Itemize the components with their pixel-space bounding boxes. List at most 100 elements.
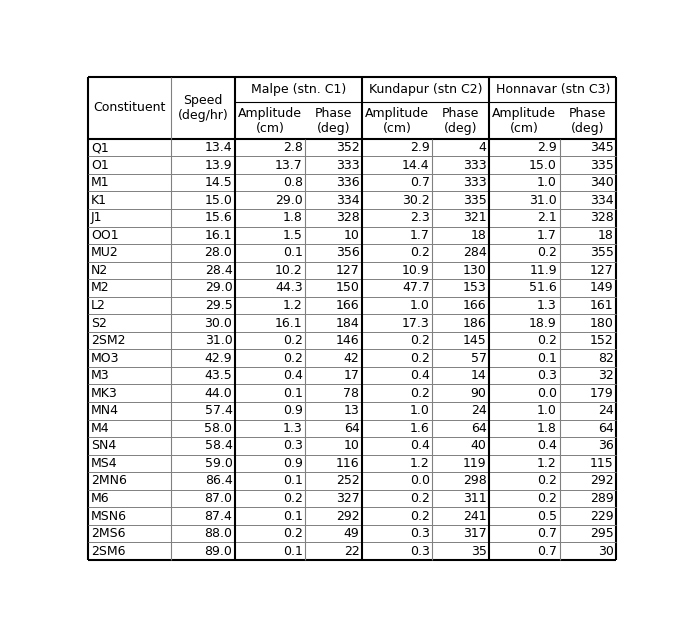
Text: 356: 356 (335, 246, 359, 260)
Text: 0.2: 0.2 (537, 475, 557, 487)
Text: 1.0: 1.0 (410, 299, 429, 312)
Text: 186: 186 (463, 316, 486, 330)
Text: 13: 13 (344, 404, 359, 417)
Text: 2MS6: 2MS6 (91, 527, 126, 540)
Text: 29.0: 29.0 (275, 194, 303, 207)
Text: 42: 42 (344, 352, 359, 365)
Text: 355: 355 (590, 246, 614, 260)
Text: 152: 152 (590, 334, 614, 347)
Text: 29.0: 29.0 (204, 282, 233, 294)
Text: 35: 35 (471, 544, 486, 558)
Text: 28.4: 28.4 (204, 264, 233, 277)
Text: 28.0: 28.0 (204, 246, 233, 260)
Text: 87.4: 87.4 (204, 510, 233, 523)
Text: 0.1: 0.1 (283, 510, 303, 523)
Text: 17: 17 (344, 369, 359, 382)
Text: 0.3: 0.3 (537, 369, 557, 382)
Text: 130: 130 (463, 264, 486, 277)
Text: 0.7: 0.7 (537, 544, 557, 558)
Text: 336: 336 (336, 176, 359, 189)
Text: 333: 333 (336, 159, 359, 172)
Text: 18: 18 (471, 229, 486, 242)
Text: Amplitude
(cm): Amplitude (cm) (365, 106, 429, 135)
Text: 15.0: 15.0 (204, 194, 233, 207)
Text: 18: 18 (598, 229, 614, 242)
Text: 289: 289 (590, 492, 614, 505)
Text: M2: M2 (91, 282, 110, 294)
Text: 86.4: 86.4 (204, 475, 233, 487)
Text: M1: M1 (91, 176, 110, 189)
Text: MO3: MO3 (91, 352, 119, 365)
Text: 0.3: 0.3 (410, 527, 429, 540)
Text: 0.2: 0.2 (537, 246, 557, 260)
Text: Q1: Q1 (91, 141, 109, 154)
Text: 24: 24 (471, 404, 486, 417)
Text: 2.9: 2.9 (410, 141, 429, 154)
Text: OO1: OO1 (91, 229, 119, 242)
Text: J1: J1 (91, 211, 103, 224)
Text: 24: 24 (598, 404, 614, 417)
Text: 0.2: 0.2 (410, 510, 429, 523)
Text: 0.1: 0.1 (283, 246, 303, 260)
Text: 10: 10 (344, 439, 359, 453)
Text: 22: 22 (344, 544, 359, 558)
Text: 150: 150 (335, 282, 359, 294)
Text: 2MN6: 2MN6 (91, 475, 127, 487)
Text: M6: M6 (91, 492, 110, 505)
Text: 59.0: 59.0 (204, 457, 233, 470)
Text: 32: 32 (598, 369, 614, 382)
Text: 335: 335 (590, 159, 614, 172)
Text: 13.7: 13.7 (275, 159, 303, 172)
Text: 241: 241 (463, 510, 486, 523)
Text: 161: 161 (590, 299, 614, 312)
Text: 43.5: 43.5 (204, 369, 233, 382)
Text: 0.4: 0.4 (537, 439, 557, 453)
Text: 31.0: 31.0 (204, 334, 233, 347)
Text: 116: 116 (336, 457, 359, 470)
Text: 1.7: 1.7 (410, 229, 429, 242)
Text: 1.0: 1.0 (537, 176, 557, 189)
Text: Kundapur (stn C2): Kundapur (stn C2) (369, 83, 482, 96)
Text: 119: 119 (463, 457, 486, 470)
Text: MK3: MK3 (91, 387, 118, 400)
Text: 18.9: 18.9 (529, 316, 557, 330)
Text: 36: 36 (598, 439, 614, 453)
Text: 0.3: 0.3 (410, 544, 429, 558)
Text: 0.2: 0.2 (537, 492, 557, 505)
Text: 335: 335 (463, 194, 486, 207)
Text: 180: 180 (590, 316, 614, 330)
Text: 11.9: 11.9 (529, 264, 557, 277)
Text: 0.2: 0.2 (283, 527, 303, 540)
Text: 17.3: 17.3 (402, 316, 429, 330)
Text: 321: 321 (463, 211, 486, 224)
Text: 0.5: 0.5 (537, 510, 557, 523)
Text: 2.1: 2.1 (537, 211, 557, 224)
Text: 179: 179 (590, 387, 614, 400)
Text: 30.0: 30.0 (204, 316, 233, 330)
Text: 166: 166 (336, 299, 359, 312)
Text: Amplitude
(cm): Amplitude (cm) (493, 106, 556, 135)
Text: L2: L2 (91, 299, 106, 312)
Text: 252: 252 (335, 475, 359, 487)
Text: 292: 292 (336, 510, 359, 523)
Text: 0.0: 0.0 (537, 387, 557, 400)
Text: Malpe (stn. C1): Malpe (stn. C1) (251, 83, 346, 96)
Text: 78: 78 (344, 387, 359, 400)
Text: M4: M4 (91, 422, 110, 435)
Text: S2: S2 (91, 316, 107, 330)
Text: 0.2: 0.2 (410, 492, 429, 505)
Text: 333: 333 (463, 159, 486, 172)
Text: MN4: MN4 (91, 404, 119, 417)
Text: 340: 340 (590, 176, 614, 189)
Text: 145: 145 (463, 334, 486, 347)
Text: 184: 184 (335, 316, 359, 330)
Text: 1.2: 1.2 (283, 299, 303, 312)
Text: 0.1: 0.1 (283, 387, 303, 400)
Text: 29.5: 29.5 (204, 299, 233, 312)
Text: 229: 229 (590, 510, 614, 523)
Text: 90: 90 (471, 387, 486, 400)
Text: 1.7: 1.7 (537, 229, 557, 242)
Text: 13.9: 13.9 (205, 159, 233, 172)
Text: 328: 328 (590, 211, 614, 224)
Text: MU2: MU2 (91, 246, 119, 260)
